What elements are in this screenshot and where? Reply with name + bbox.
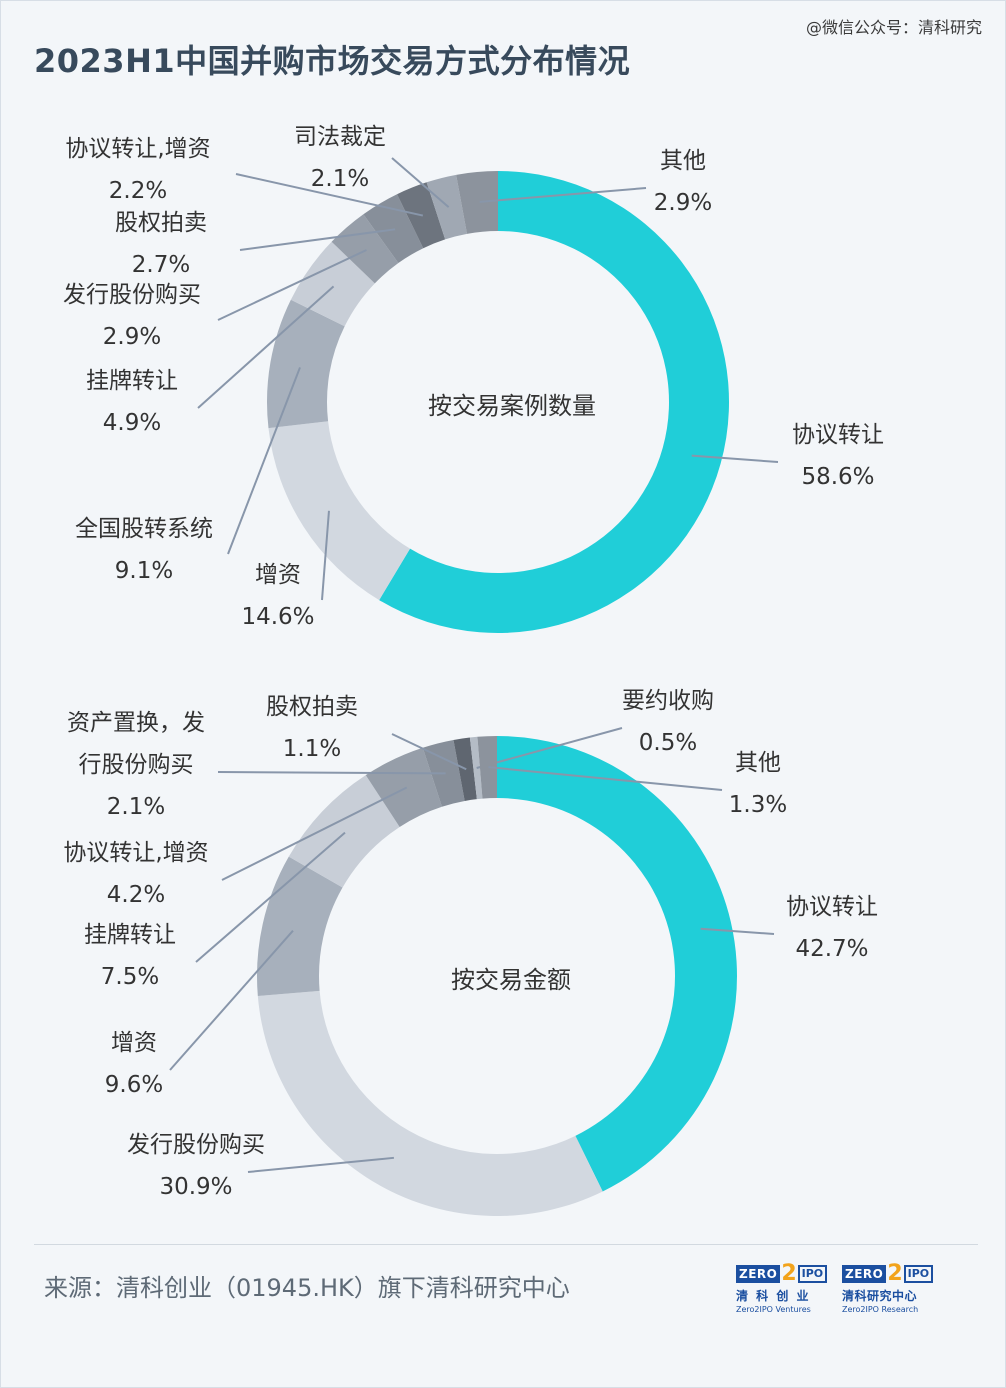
- leader-line: [197, 285, 335, 409]
- slice-value-label: 9.6%: [105, 1072, 163, 1098]
- slice-value-label: 30.9%: [159, 1174, 232, 1200]
- slice-label: 资产置换，发: [67, 710, 205, 736]
- leader-line: [221, 786, 408, 881]
- leader-line: [479, 187, 647, 203]
- zero2ipo-research-logo: ZERO 2 IPO 清科研究中心 Zero2IPO Research: [842, 1261, 934, 1314]
- logo-zero-text: ZERO: [736, 1265, 781, 1283]
- leader-line: [217, 771, 446, 775]
- slice-label: 增资: [255, 562, 301, 588]
- slice-label: 股权拍卖: [115, 210, 207, 236]
- donut-slice-1: [268, 421, 411, 601]
- donut-slice-2: [469, 736, 483, 800]
- slice-value-label: 2.1%: [311, 166, 369, 192]
- slice-label: 股权拍卖: [266, 694, 358, 720]
- donut-slice-2: [497, 736, 738, 1192]
- slice-value-label: 7.5%: [101, 964, 159, 990]
- donut-slice-1: [456, 171, 498, 234]
- slice-label: 挂牌转让: [84, 922, 176, 948]
- logo-research-cn: 清科研究中心: [842, 1289, 918, 1303]
- slice-label: 发行股份购买: [127, 1132, 265, 1158]
- donut-slice-2: [477, 736, 497, 799]
- slice-value-label: 4.9%: [103, 410, 161, 436]
- slice-value-label: 1.3%: [729, 792, 787, 818]
- slice-value-label: 42.7%: [795, 936, 868, 962]
- slice-label: 其他: [660, 148, 706, 174]
- source-note: 来源：清科创业（01945.HK）旗下清科研究中心: [44, 1274, 570, 1302]
- logo-zero-text: ZERO: [842, 1265, 887, 1283]
- slice-label: 其他: [735, 750, 781, 776]
- slice-value-label: 2.2%: [109, 178, 167, 204]
- slice-value-label: 9.1%: [115, 558, 173, 584]
- slice-value-label: 2.1%: [107, 794, 165, 820]
- donut-slice-1: [267, 299, 345, 429]
- logo-ipo-text: IPO: [797, 1265, 828, 1283]
- leader-line: [169, 930, 294, 1071]
- donut-center-label: 按交易金额: [451, 966, 571, 994]
- leader-line: [195, 831, 346, 963]
- slice-label: 司法裁定: [294, 124, 386, 150]
- leader-line: [700, 927, 775, 935]
- donut-slice-1: [426, 174, 468, 240]
- slice-value-label: 0.5%: [639, 730, 697, 756]
- slice-label: 发行股份购买: [63, 282, 201, 308]
- slice-value-label: 2.9%: [654, 190, 712, 216]
- logo-ventures-cn: 清 科 创 业: [736, 1289, 811, 1303]
- slice-label: 增资: [111, 1030, 157, 1056]
- donut-center-label: 按交易案例数量: [428, 392, 596, 420]
- slice-label: 行股份购买: [79, 752, 194, 778]
- donut-slice-2: [257, 990, 603, 1216]
- logo-ipo-text: IPO: [903, 1265, 934, 1283]
- zero2ipo-ventures-logo: ZERO 2 IPO 清 科 创 业 Zero2IPO Ventures: [736, 1261, 828, 1314]
- slice-value-label: 1.1%: [283, 736, 341, 762]
- slice-value-label: 2.7%: [132, 252, 190, 278]
- leader-line: [247, 1156, 395, 1173]
- donut-slice-1: [379, 171, 729, 633]
- watermark: @微信公众号：清科研究: [805, 18, 982, 37]
- logo-two-text: 2: [781, 1261, 797, 1286]
- leader-line: [691, 454, 779, 463]
- page-title: 2023H1中国并购市场交易方式分布情况: [34, 42, 631, 80]
- leader-line: [476, 727, 623, 769]
- slice-value-label: 4.2%: [107, 882, 165, 908]
- donut-slice-1: [331, 214, 399, 284]
- slice-label: 挂牌转让: [86, 368, 178, 394]
- logo-research-en: Zero2IPO Research: [842, 1305, 919, 1314]
- leader-line: [227, 367, 301, 555]
- logo-ventures-en: Zero2IPO Ventures: [736, 1305, 811, 1314]
- leader-line: [239, 228, 396, 251]
- logo-two-text: 2: [887, 1261, 903, 1286]
- slice-label: 协议转让,增资: [65, 136, 210, 162]
- leader-line: [391, 157, 450, 208]
- leader-line: [321, 510, 330, 601]
- slice-value-label: 2.9%: [103, 324, 161, 350]
- slice-label: 全国股转系统: [75, 516, 213, 542]
- leader-line: [391, 733, 467, 771]
- leader-line: [488, 766, 723, 791]
- slice-value-label: 14.6%: [241, 604, 314, 630]
- donut-slice-2: [365, 747, 442, 827]
- slice-label: 协议转让: [792, 422, 884, 448]
- slice-label: 协议转让,增资: [63, 840, 208, 866]
- slice-value-label: 58.6%: [801, 464, 874, 490]
- leader-line: [217, 249, 367, 321]
- donut-slice-2: [288, 775, 400, 888]
- donut-charts: 协议转让 58.6% 增资 14.6% 全国股转系统 9.1% 挂牌转让 4.9% 发行股份购买…: [63, 124, 884, 1216]
- leader-line: [235, 173, 424, 217]
- slice-label: 要约收购: [622, 688, 714, 714]
- slice-label: 协议转让: [786, 894, 878, 920]
- footer-divider: [34, 1244, 978, 1245]
